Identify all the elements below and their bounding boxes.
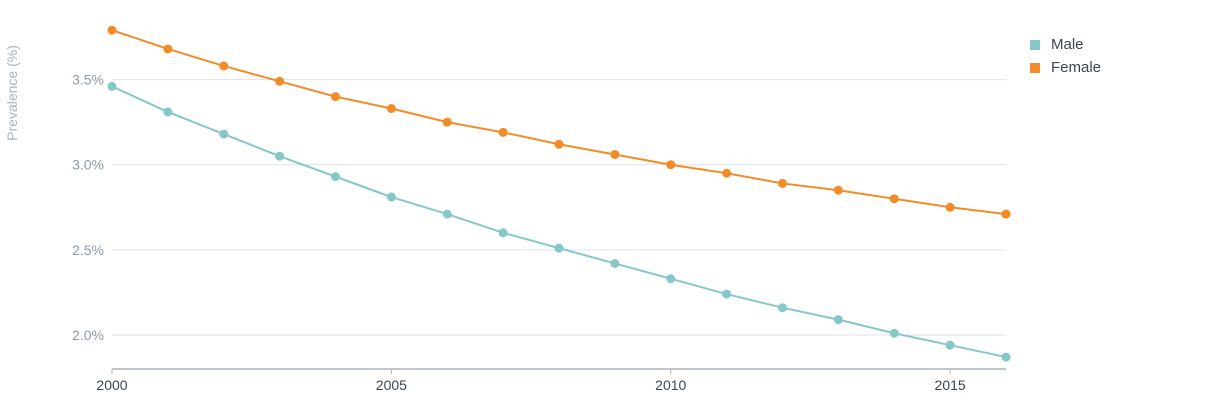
legend-item-male[interactable]: Male [1030, 33, 1101, 56]
x-axis-ticks: 2000 2005 2010 2015 [96, 369, 966, 393]
data-point-female [833, 185, 843, 195]
data-point-male [722, 289, 732, 299]
x-tick-label: 2010 [655, 377, 686, 393]
data-point-male [331, 172, 340, 182]
data-point-male [1001, 352, 1011, 362]
data-point-male [275, 151, 285, 161]
data-point-female [331, 92, 340, 102]
data-point-male [945, 340, 955, 350]
y-tick-label: 3.5% [72, 72, 104, 88]
data-point-female [554, 139, 564, 149]
data-point-female [889, 194, 899, 204]
legend-label-male: Male [1051, 36, 1084, 53]
data-point-female [610, 149, 620, 159]
series-group [107, 25, 1011, 362]
y-tick-label: 2.0% [72, 327, 104, 343]
data-point-female [945, 202, 955, 212]
y-axis-title: Prevalence (%) [4, 45, 20, 141]
data-point-male [833, 315, 843, 325]
x-tick-label: 2005 [376, 377, 407, 393]
y-tick-label: 2.5% [72, 242, 104, 258]
legend-swatch-female [1030, 62, 1040, 73]
data-point-male [498, 228, 508, 238]
data-point-male [219, 129, 229, 139]
legend-item-female[interactable]: Female [1030, 56, 1101, 79]
data-point-female [498, 127, 508, 137]
data-point-male [386, 192, 396, 202]
data-point-female [275, 76, 285, 86]
data-point-female [1001, 209, 1011, 219]
data-point-male [889, 328, 899, 338]
data-point-female [778, 178, 787, 188]
x-tick-label: 2015 [935, 377, 966, 393]
data-point-male [778, 303, 787, 313]
y-tick-label: 3.0% [72, 157, 104, 173]
data-point-male [107, 81, 117, 91]
data-point-male [163, 107, 173, 117]
legend-label-female: Female [1051, 59, 1102, 76]
data-point-female [107, 25, 117, 35]
series-line-male [111, 85, 1007, 359]
legend: Male Female [1030, 33, 1101, 79]
y-axis-ticks: 2.0% 2.5% 3.0% 3.5% [72, 72, 104, 343]
data-point-female [219, 61, 229, 71]
data-point-male [666, 274, 676, 284]
data-point-female [442, 117, 452, 127]
series-line-female [111, 29, 1007, 216]
x-tick-label: 2000 [96, 377, 127, 393]
grid-lines [112, 79, 1006, 336]
data-point-female [163, 44, 173, 54]
data-point-female [666, 160, 676, 170]
data-point-male [554, 243, 564, 253]
data-point-female [386, 104, 396, 114]
data-point-male [442, 209, 452, 219]
data-point-male [610, 258, 620, 268]
legend-swatch-male [1030, 39, 1040, 50]
data-point-female [722, 168, 732, 178]
